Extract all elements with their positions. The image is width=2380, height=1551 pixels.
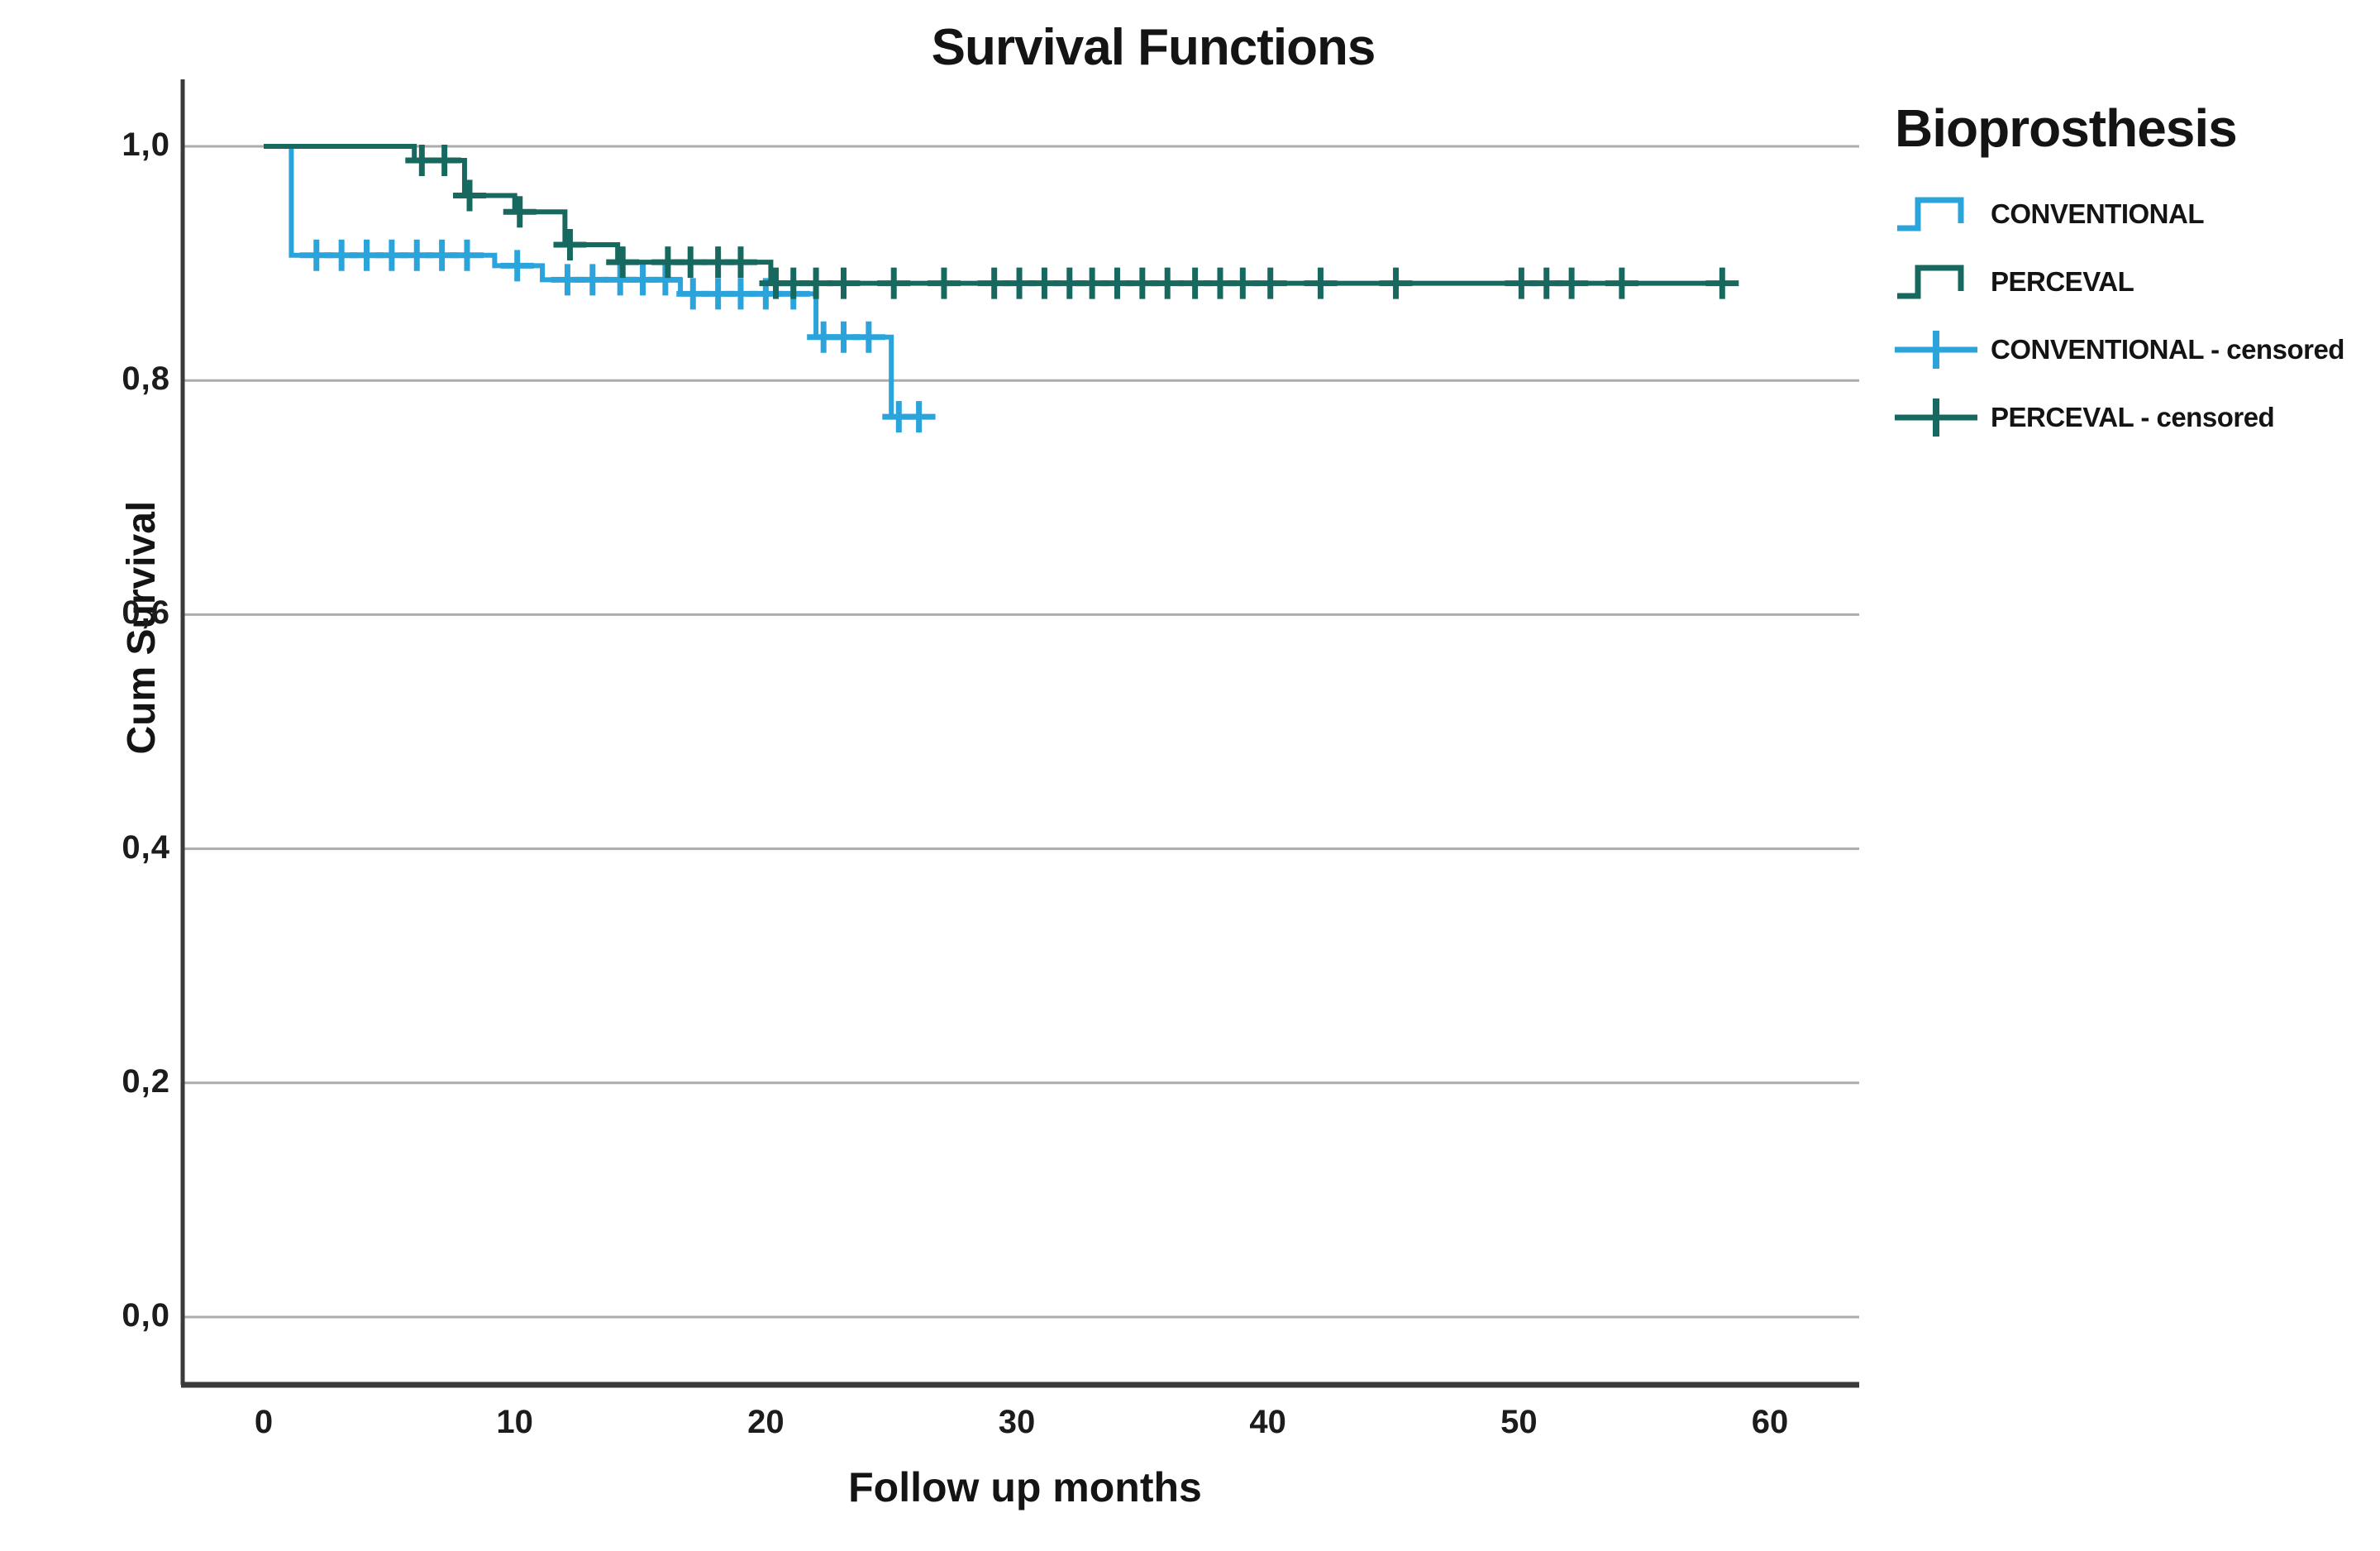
x-tick-label-20: 20 [747, 1404, 785, 1440]
x-axis-title: Follow up months [848, 1464, 1202, 1510]
series-path-perceval [264, 144, 1735, 286]
y-tick-label-0,4: 0,4 [122, 828, 170, 866]
legend-entry-conventional: CONVENTIONAL [1895, 180, 2370, 248]
legend-entry-conventional-censored: CONVENTIONAL - censored [1895, 316, 2370, 384]
x-tick-label-10: 10 [496, 1404, 533, 1440]
y-tick-label-0,0: 0,0 [122, 1297, 170, 1334]
step-line-swatch-icon [1897, 265, 1964, 299]
y-tick-label-1,0: 1,0 [122, 126, 170, 163]
x-tick-label-30: 30 [998, 1404, 1036, 1440]
legend-entry-perceval-censored: PERCEVAL - censored [1895, 384, 2370, 451]
y-tick-label-0,6: 0,6 [122, 594, 170, 632]
legend-entry-perceval: PERCEVAL [1895, 248, 2370, 316]
censored-cross-swatch-icon [1895, 398, 1977, 437]
legend-entry-label: CONVENTIONAL - censored [1991, 334, 2344, 365]
x-tick-label-60: 60 [1751, 1404, 1789, 1440]
legend-entry-label: CONVENTIONAL [1991, 198, 2205, 229]
censored-cross-swatch-icon [1895, 331, 1977, 369]
legend-title: Bioprosthesis [1895, 98, 2238, 158]
legend-entry-label: PERCEVAL - censored [1991, 402, 2275, 432]
x-tick-label-40: 40 [1249, 1404, 1286, 1440]
chart-title: Survival Functions [931, 19, 1376, 76]
x-tick-label-0: 0 [254, 1404, 274, 1440]
legend-entry-label: PERCEVAL [1991, 266, 2134, 297]
legend: Bioprosthesis CONVENTIONAL PERCEVAL CONVEN… [1895, 98, 2370, 451]
y-tick-label-0,8: 0,8 [122, 360, 170, 398]
legend-entries: CONVENTIONAL PERCEVAL CONVENTIONAL - censo… [1895, 180, 2370, 451]
step-line-swatch-icon [1897, 197, 1964, 231]
y-tick-label-0,2: 0,2 [122, 1062, 170, 1100]
x-tick-label-50: 50 [1500, 1404, 1538, 1440]
